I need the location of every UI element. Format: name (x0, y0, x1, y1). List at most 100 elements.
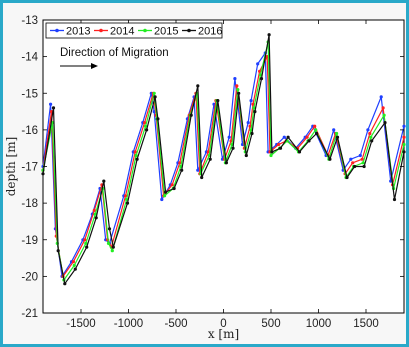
data-point (370, 139, 374, 143)
data-point (251, 102, 255, 106)
data-point (313, 124, 317, 128)
data-point (360, 157, 364, 161)
data-point (51, 106, 56, 110)
data-point (189, 113, 193, 117)
data-point (63, 282, 67, 286)
data-point (196, 168, 200, 172)
data-point (41, 172, 45, 176)
y-tick-label: -19 (21, 235, 38, 247)
data-point (71, 260, 75, 264)
data-point (49, 102, 53, 106)
data-point (277, 142, 281, 147)
data-point (163, 194, 167, 198)
legend-item-2013: 2013 (50, 26, 90, 38)
data-point (83, 238, 87, 242)
data-point (172, 186, 176, 191)
data-point (196, 84, 200, 88)
data-point (125, 197, 129, 202)
y-tick-label: -17 (21, 162, 38, 174)
x-axis-label: x [m] (208, 327, 239, 341)
data-point (278, 146, 283, 150)
data-point (249, 99, 253, 103)
data-point (237, 91, 241, 95)
data-point (258, 69, 262, 73)
data-point (124, 194, 128, 198)
y-tick-label: -16 (21, 125, 38, 137)
data-point (236, 88, 240, 92)
data-point (92, 208, 96, 212)
data-point (335, 131, 339, 136)
data-point (256, 62, 260, 66)
series-group (41, 33, 406, 286)
data-point (252, 106, 256, 110)
series-line (42, 34, 405, 285)
x-tick-label: 1000 (306, 318, 332, 330)
data-point (368, 131, 372, 136)
data-point (153, 95, 157, 99)
data-point (110, 249, 114, 253)
data-point (135, 157, 139, 161)
data-point (379, 95, 383, 99)
data-point (144, 124, 148, 128)
data-point (250, 131, 254, 136)
legend-item-2015: 2015 (138, 26, 178, 38)
data-point (369, 135, 373, 139)
data-point (381, 106, 385, 110)
data-point (56, 249, 60, 253)
data-point (402, 135, 406, 139)
data-point (305, 135, 309, 139)
axis-ticks: -21 -20 -19 -18 -17 -16 -15 -14 -13 -1500 -1000 -50… (21, 15, 404, 330)
data-point (73, 267, 77, 271)
data-point (383, 121, 387, 125)
y-tick-label: -15 (21, 88, 38, 100)
data-point (267, 33, 271, 37)
y-axis-label: depth [m] (4, 137, 18, 197)
data-point (143, 121, 147, 125)
y-tick-label: -20 (21, 271, 38, 283)
data-point (297, 150, 302, 154)
data-point (392, 197, 397, 202)
data-point (106, 241, 111, 245)
data-point (107, 227, 112, 231)
data-point (351, 161, 355, 165)
data-point (134, 153, 138, 158)
x-tick-label: -1500 (66, 318, 95, 330)
series-line (42, 41, 405, 281)
x-tick-label: 500 (261, 318, 280, 330)
data-point (84, 241, 88, 245)
data-point (216, 99, 220, 103)
data-point (235, 84, 239, 88)
data-point (349, 157, 353, 161)
data-point (270, 150, 274, 154)
data-point (335, 135, 340, 139)
data-point (253, 110, 257, 114)
data-point (160, 197, 164, 202)
data-point (200, 175, 204, 180)
data-point (315, 131, 319, 136)
data-point (180, 168, 184, 172)
data-point (402, 142, 406, 147)
data-point (111, 245, 115, 249)
legend-item-2014: 2014 (94, 26, 134, 38)
legend-marker (187, 28, 191, 33)
data-point (259, 77, 264, 81)
legend-marker (55, 28, 59, 33)
data-point (152, 91, 156, 95)
annotation-text: Direction of Migration (60, 47, 169, 59)
data-point (332, 128, 336, 132)
legend-item-2016: 2016 (182, 26, 222, 38)
legend-label: 2016 (198, 26, 222, 38)
legend: 2013 2014 2015 2016 (45, 22, 222, 39)
data-point (269, 153, 273, 158)
data-point (402, 150, 406, 154)
data-point (314, 128, 318, 132)
data-point (382, 113, 386, 117)
legend-marker (99, 28, 103, 33)
x-tick-label: 1500 (353, 318, 379, 330)
data-point (164, 190, 168, 194)
data-point (233, 77, 237, 81)
data-point (358, 153, 362, 158)
data-point (85, 245, 89, 249)
data-point (246, 121, 250, 125)
